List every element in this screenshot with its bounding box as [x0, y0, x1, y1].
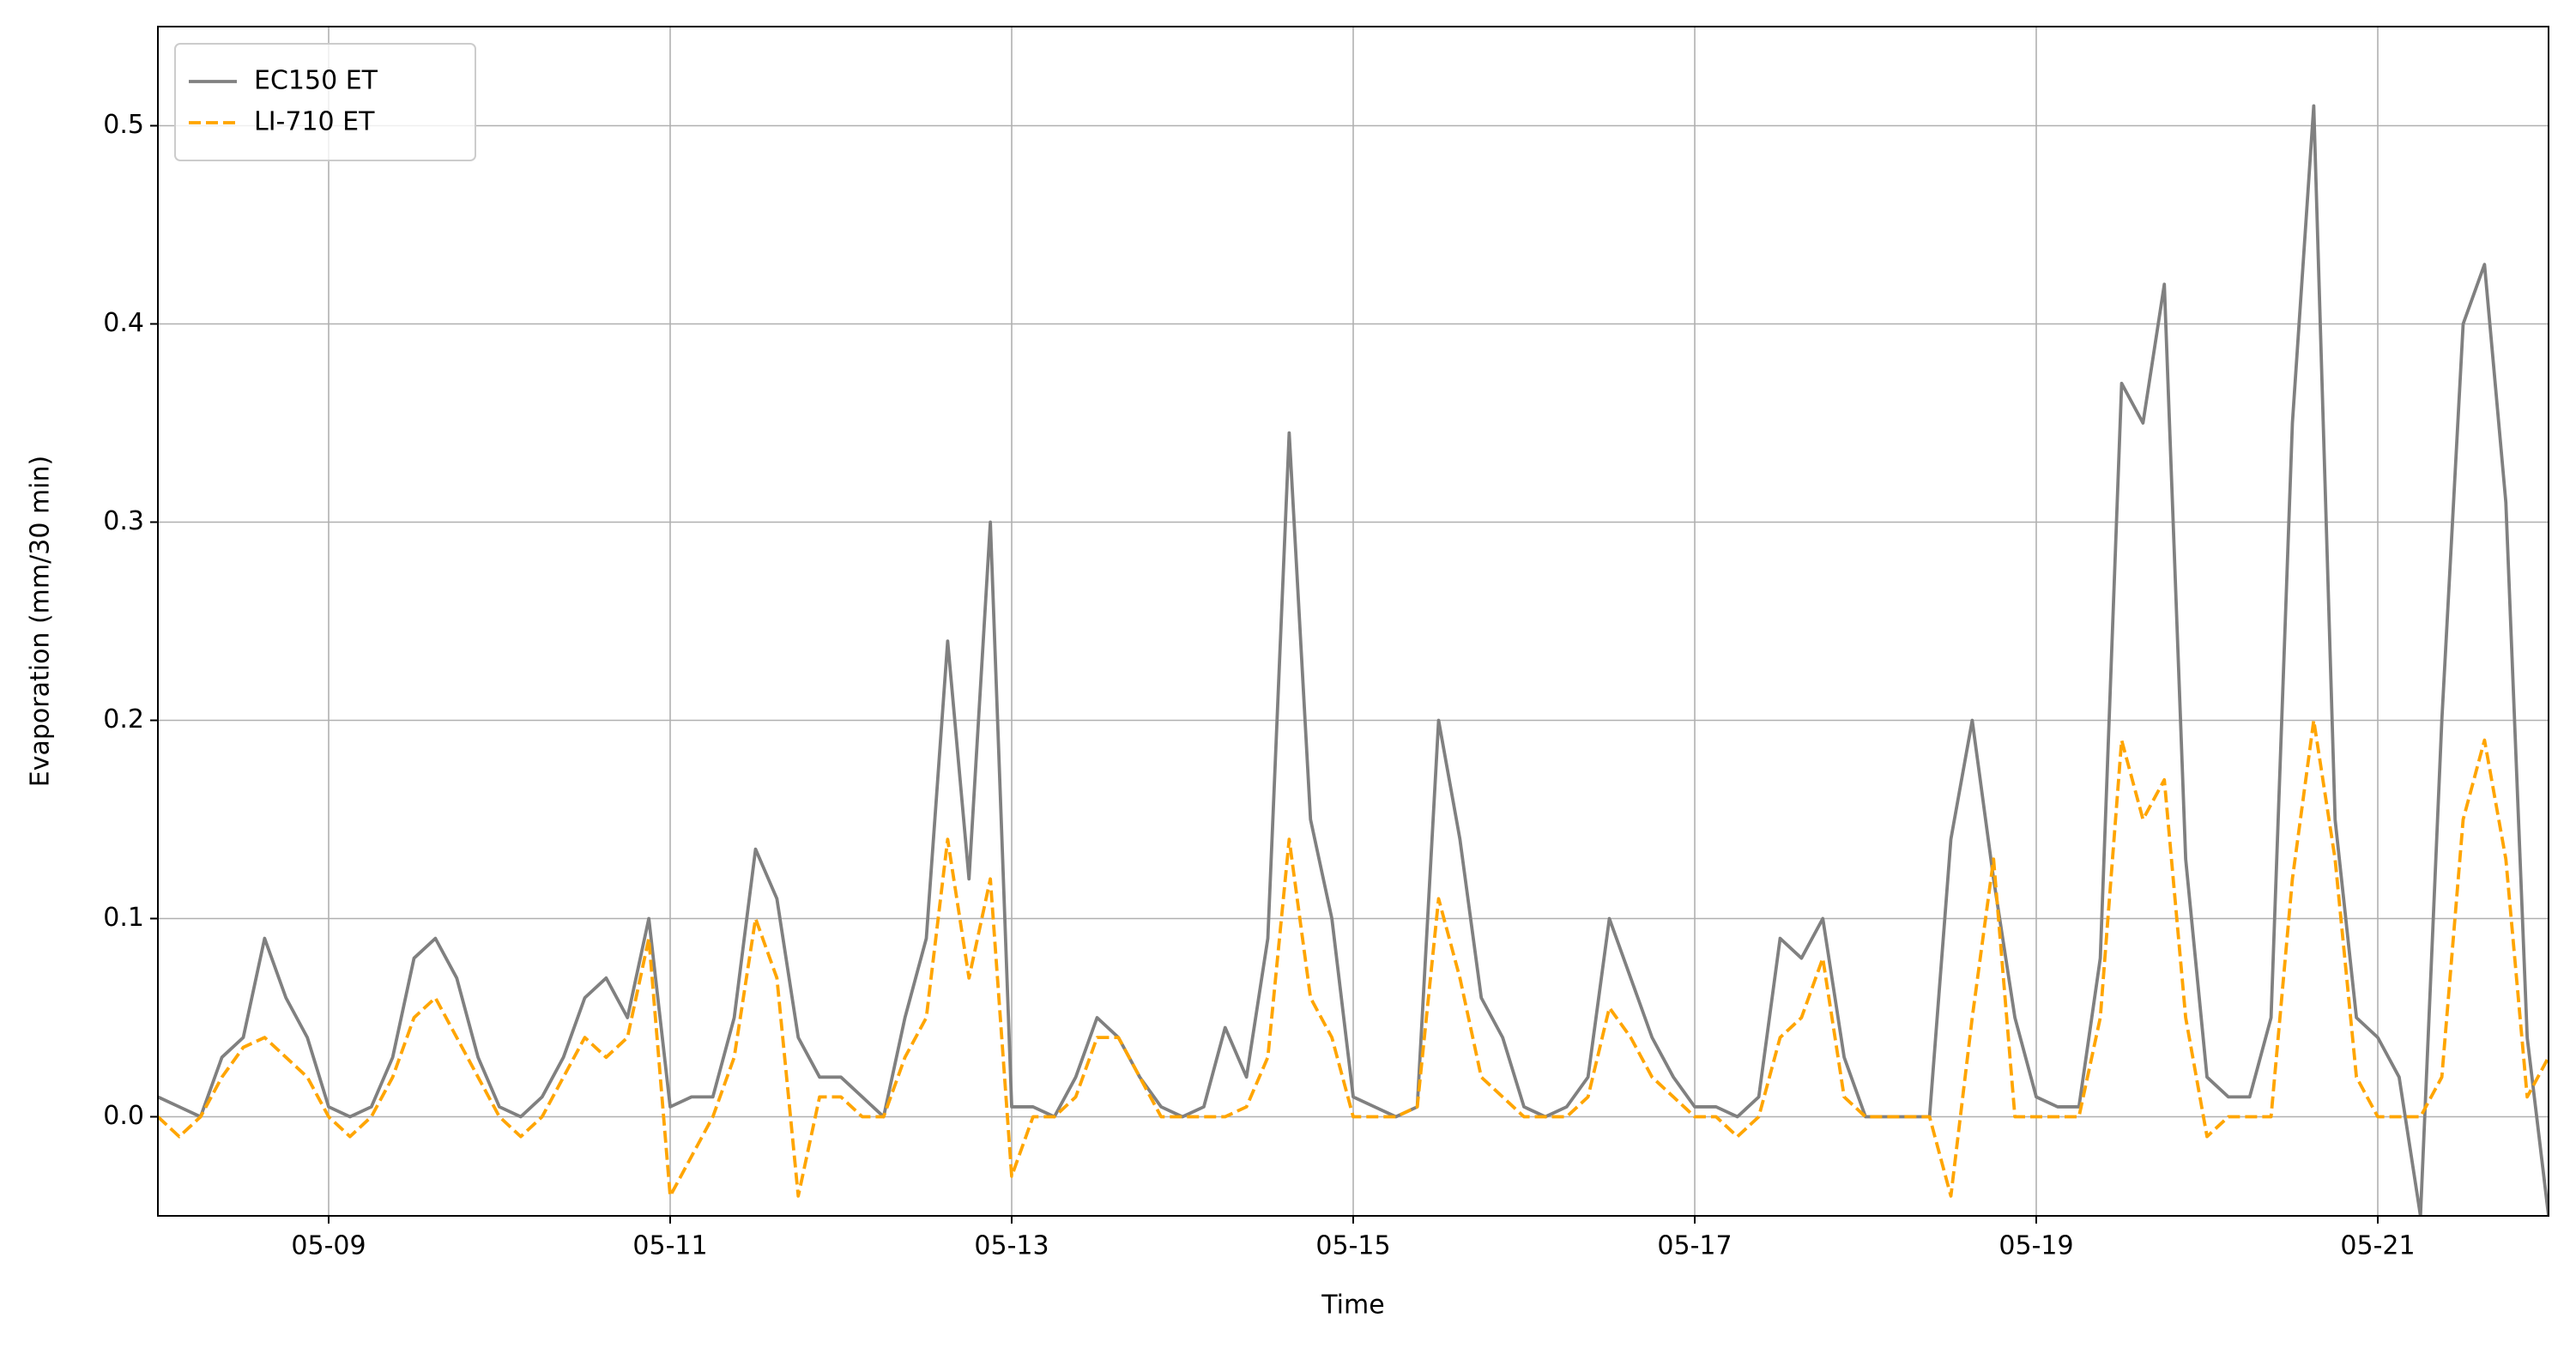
x-axis-label: Time: [1321, 1291, 1384, 1321]
grid: [158, 27, 2549, 1216]
y-tick-label: 0.3: [103, 506, 144, 536]
x-tick-label: 05-17: [1657, 1231, 1732, 1261]
series-line: [158, 104, 2549, 1216]
x-tick-label: 05-11: [632, 1231, 707, 1261]
y-axis-label: Evaporation (mm/30 min): [26, 456, 56, 787]
y-tick-label: 0.5: [103, 110, 144, 140]
labels: Time Evaporation (mm/30 min) 0.0 0.1 0.2 0.…: [26, 110, 2416, 1321]
y-tick-label: 0.1: [103, 903, 144, 933]
plot-area: [158, 104, 2549, 1216]
y-tick-label: 0.4: [103, 308, 144, 338]
x-tick-label: 05-13: [974, 1231, 1049, 1261]
y-tick-label: 0.2: [103, 704, 144, 734]
legend-box: [174, 43, 476, 161]
x-tick-label: 05-15: [1315, 1231, 1390, 1261]
legend: EC150 ET LI-710 ET: [174, 43, 476, 161]
x-tick-label: 05-21: [2340, 1231, 2415, 1261]
legend-label: LI-710 ET: [254, 107, 375, 137]
legend-label: EC150 ET: [254, 66, 378, 96]
x-tick-label: 05-19: [1999, 1231, 2073, 1261]
y-tick-label: 0.0: [103, 1101, 144, 1131]
x-tick-label: 05-09: [291, 1231, 366, 1261]
series-line: [158, 718, 2549, 1198]
